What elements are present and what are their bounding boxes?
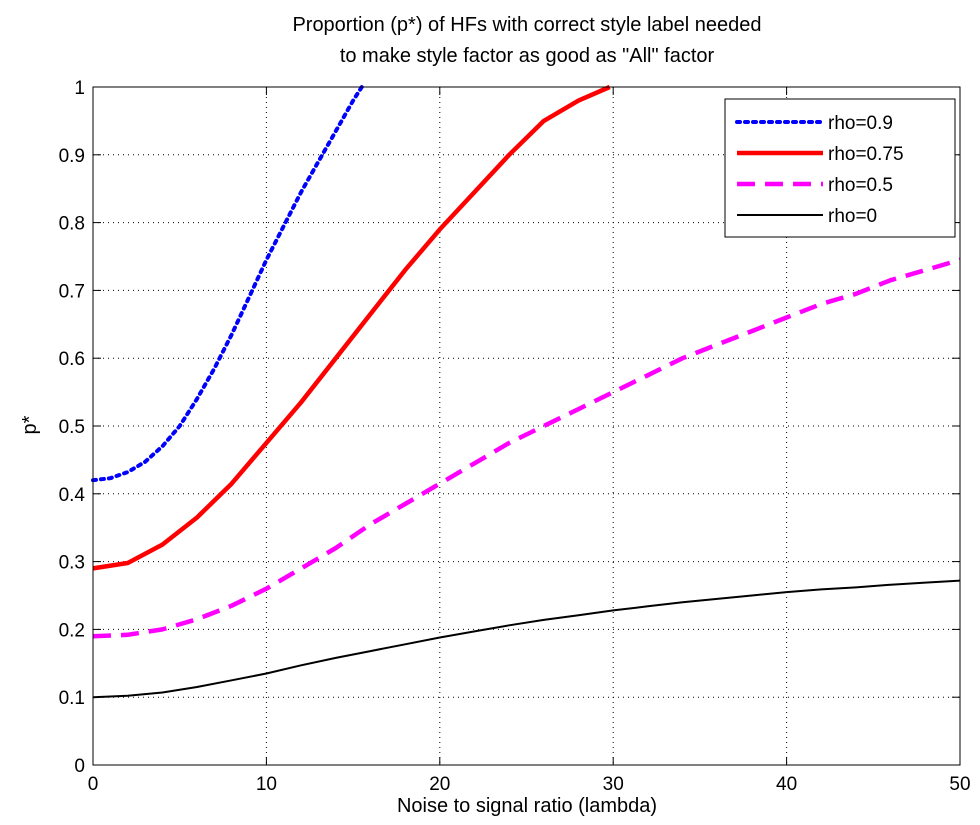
legend-label-rho=0.5: rho=0.5 [828,175,893,196]
y-tick-label: 1 [74,78,85,99]
legend-label-rho=0: rho=0 [828,206,877,227]
x-tick-label: 20 [429,774,450,795]
y-tick-label: 0.9 [59,146,85,167]
x-tick-label: 50 [949,774,970,795]
x-tick-label: 40 [776,774,797,795]
legend-label-rho=0.75: rho=0.75 [828,144,904,165]
y-tick-label: 0.4 [59,485,86,506]
series-line-rho=0.75 [92,84,611,571]
y-tick-label: 0.2 [59,620,85,641]
y-axis-label: p* [19,415,41,434]
chart-title-line-2: to make style factor as good as "All" fa… [340,45,715,67]
grid-layer [93,87,960,765]
x-tick-label: 10 [256,774,277,795]
legend: rho=0.9 rho=0.75 rho=0.5 rho=0 [724,98,956,238]
series-line-rho=0.9 [91,85,364,483]
y-tick-label: 0.3 [59,553,85,574]
x-axis-label: Noise to signal ratio (lambda) [397,795,657,817]
y-tick-label: 0 [74,756,85,777]
y-tick-label: 0.5 [59,417,85,438]
x-tick-label: 30 [603,774,624,795]
y-tick-label: 0.1 [59,688,85,709]
tick-layer: 0 10 20 30 40 50 0 0.1 0.2 0.3 0.4 0.5 0.6 0.7 0.8 0.9 1 [59,78,971,795]
chart-title-line-1: Proportion (p*) of HFs with correct styl… [292,14,761,36]
series-line-rho=0 [92,579,961,699]
legend-label-rho=0.9: rho=0.9 [828,113,893,134]
y-tick-label: 0.6 [59,349,85,370]
y-tick-label: 0.7 [59,281,85,302]
series-layer [91,84,961,699]
y-tick-label: 0.8 [59,214,85,235]
series-line-rho=0.5 [92,257,961,639]
x-tick-label: 0 [88,774,99,795]
